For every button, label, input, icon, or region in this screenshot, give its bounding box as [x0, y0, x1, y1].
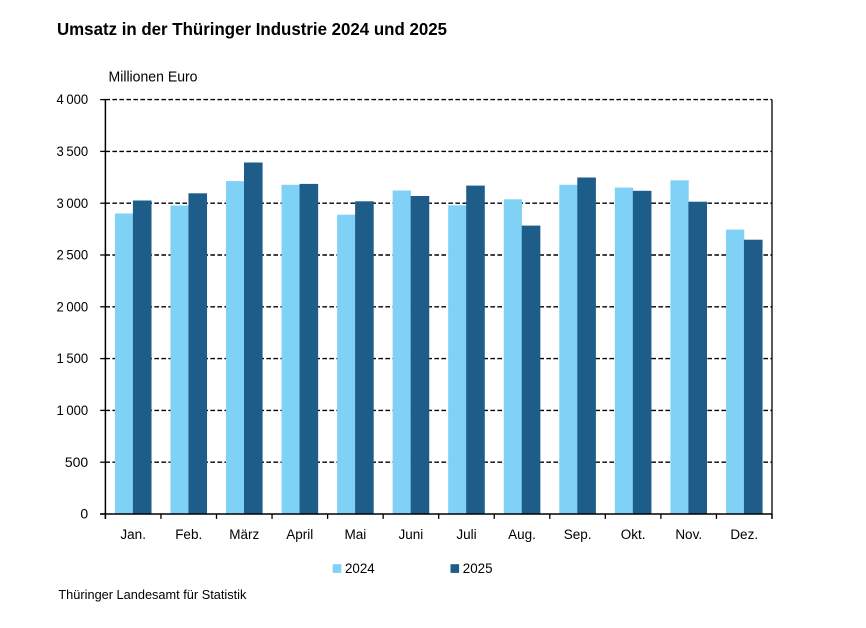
svg-text:500: 500: [65, 454, 89, 470]
svg-text:Mai: Mai: [345, 527, 367, 542]
svg-text:Feb.: Feb.: [175, 527, 202, 542]
svg-text:0: 0: [80, 506, 88, 522]
svg-text:4 000: 4 000: [57, 91, 89, 107]
svg-text:Dez.: Dez.: [730, 527, 758, 542]
svg-text:3 500: 3 500: [57, 143, 89, 159]
svg-text:Umsatz in der Thüringer Indust: Umsatz in der Thüringer Industrie 2024 u…: [57, 19, 447, 39]
svg-text:Juli: Juli: [456, 527, 476, 542]
svg-text:Jan.: Jan.: [120, 527, 146, 542]
svg-text:Millionen Euro: Millionen Euro: [109, 70, 198, 86]
svg-text:2 000: 2 000: [57, 298, 89, 314]
svg-text:Okt.: Okt.: [621, 527, 646, 542]
svg-text:April: April: [286, 527, 313, 542]
svg-text:3 000: 3 000: [57, 195, 89, 211]
svg-text:Sep.: Sep.: [564, 527, 592, 542]
svg-text:2025: 2025: [463, 560, 493, 576]
svg-text:Juni: Juni: [399, 527, 424, 542]
svg-text:Thüringer Landesamt für Statis: Thüringer Landesamt für Statistik: [58, 587, 246, 602]
svg-text:2024: 2024: [345, 560, 375, 576]
svg-text:1 500: 1 500: [57, 350, 89, 366]
svg-text:März: März: [229, 527, 259, 542]
svg-text:Nov.: Nov.: [675, 527, 702, 542]
svg-text:2 500: 2 500: [57, 247, 89, 263]
svg-text:1 000: 1 000: [57, 402, 89, 418]
svg-text:Aug.: Aug.: [508, 527, 536, 542]
